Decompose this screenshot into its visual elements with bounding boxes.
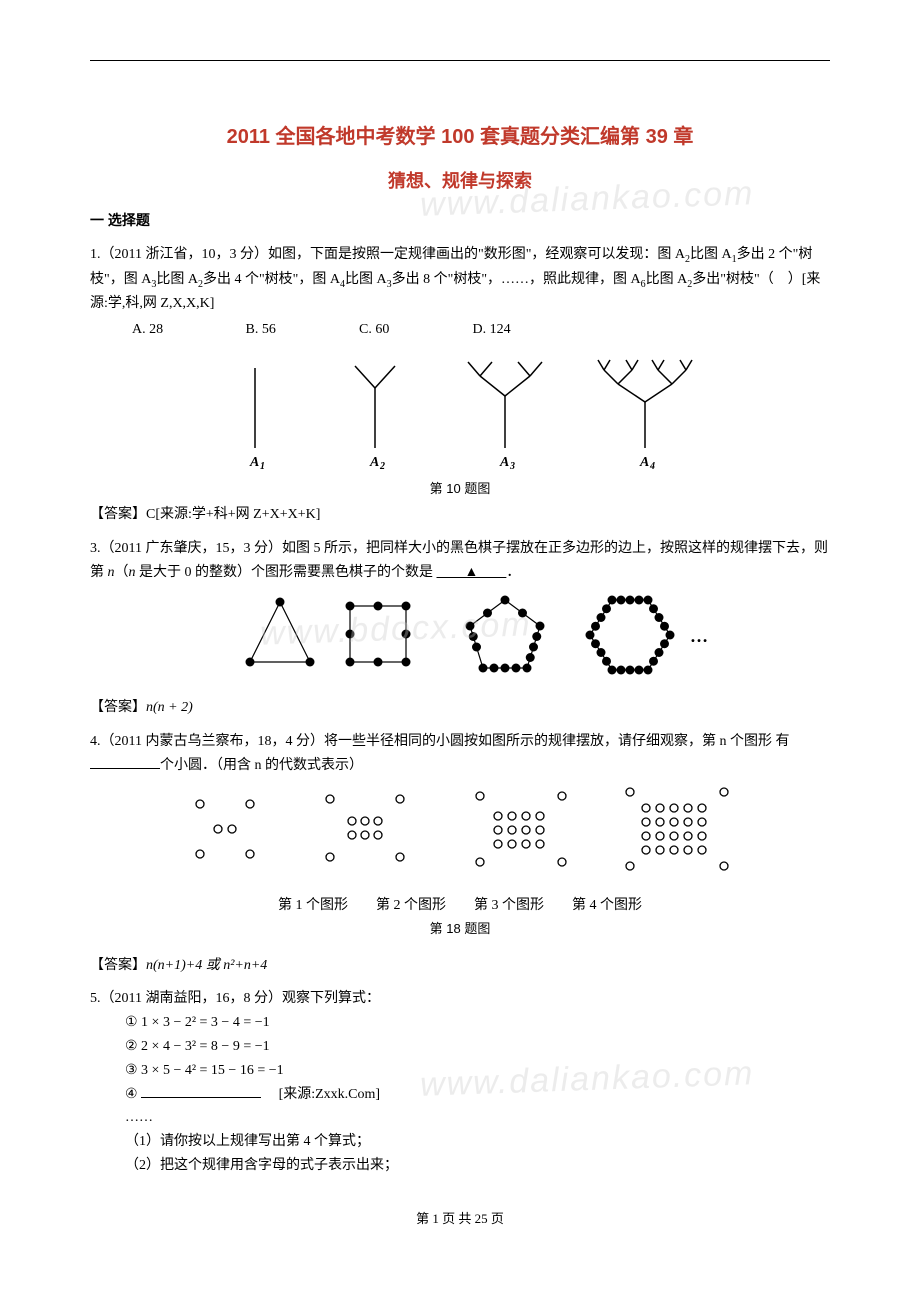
svg-text:3: 3 (509, 461, 515, 472)
section-heading: 一 选择题 (90, 209, 830, 233)
q1-figure-caption: 第 10 题图 (90, 478, 830, 497)
q5-sub2: （2）把这个规律用含字母的式子表示出来； (90, 1154, 830, 1178)
q3-figure: … (90, 590, 830, 690)
q1-option-d: D. 124 (473, 318, 583, 342)
q1-options: A. 28 B. 56 C. 60 D. 124 (90, 318, 830, 342)
document-title-line1: 2011 全国各地中考数学 100 套真题分类汇编第 39 章 (90, 120, 830, 149)
question-1: 1.（2011 浙江省，10，3 分）如图，下面是按照一定规律画出的"数形图"，… (90, 243, 830, 527)
q1-option-a: A. 28 (132, 318, 242, 342)
q1-text: 1.（2011 浙江省，10，3 分）如图，下面是按照一定规律画出的"数形图"，… (90, 243, 830, 316)
q1-figure: A1 A2 A3 A4 第 10 题图 (90, 348, 830, 497)
q1-option-c: C. 60 (359, 318, 469, 342)
svg-text:2: 2 (379, 461, 385, 472)
q5-line1: ① 1 × 3 − 2² = 3 − 4 = −1 (90, 1011, 830, 1035)
q3-answer: 【答案】n(n + 2) (90, 696, 830, 720)
svg-text:…: … (690, 626, 708, 646)
q4-blank (90, 768, 160, 769)
q1-answer: 【答案】C[来源:学+科+网 Z+X+X+K] (90, 503, 830, 527)
q4-answer: 【答案】n(n+1)+4 或 n²+n+4 (90, 954, 830, 978)
svg-text:1: 1 (260, 461, 265, 472)
q5-line3: ③ 3 × 5 − 4² = 15 − 16 = −1 (90, 1059, 830, 1083)
q1-option-b: B. 56 (246, 318, 356, 342)
svg-text:A: A (639, 455, 649, 470)
svg-text:A: A (369, 455, 379, 470)
document-title-line2: 猜想、规律与探索 (90, 167, 830, 193)
question-3: 3.（2011 广东肇庆，15，3 分）如图 5 所示，把同样大小的黑色棋子摆放… (90, 537, 830, 720)
q4-figure-caption: 第 18 题图 (90, 918, 830, 940)
question-5: 5.（2011 湖南益阳，16，8 分）观察下列算式： ① 1 × 3 − 2²… (90, 987, 830, 1177)
svg-text:A: A (249, 455, 259, 470)
q5-line5: …… (90, 1106, 830, 1130)
question-4: 4.（2011 内蒙古乌兰察布，18，4 分）将一些半径相同的小圆按如图所示的规… (90, 730, 830, 977)
q5-head: 5.（2011 湖南益阳，16，8 分）观察下列算式： (90, 987, 830, 1011)
svg-text:A: A (499, 455, 509, 470)
q5-line2: ② 2 × 4 − 3² = 8 − 9 = −1 (90, 1035, 830, 1059)
q5-sub1: （1）请你按以上规律写出第 4 个算式； (90, 1130, 830, 1154)
svg-text:4: 4 (649, 461, 655, 472)
q4-text: 4.（2011 内蒙古乌兰察布，18，4 分）将一些半径相同的小圆按如图所示的规… (90, 730, 830, 778)
q3-blank: ▲ (437, 565, 507, 580)
page-footer: 第 1 页 共 25 页 (90, 1208, 830, 1227)
q4-labels: 第 1 个图形 第 2 个图形 第 3 个图形 第 4 个图形 (90, 894, 830, 918)
q4-figure (90, 784, 830, 884)
q5-blank (141, 1097, 261, 1098)
q5-line4: ④ [来源:Zxxk.Com] (90, 1083, 830, 1107)
q3-text: 3.（2011 广东肇庆，15，3 分）如图 5 所示，把同样大小的黑色棋子摆放… (90, 537, 830, 585)
